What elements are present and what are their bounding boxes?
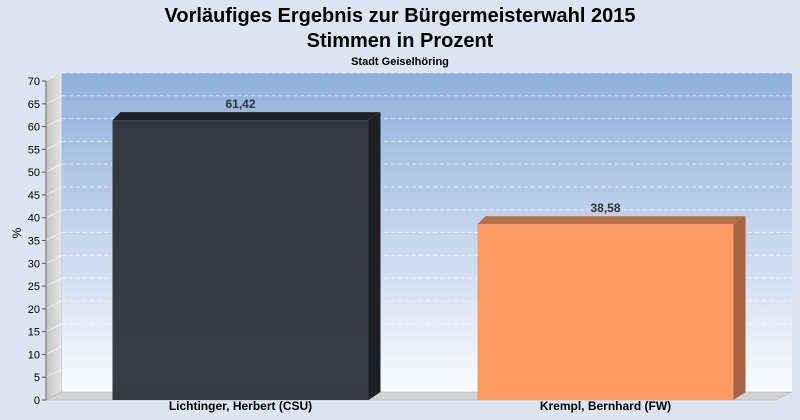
y-tick-label: 0 — [34, 395, 40, 407]
x-category-label: Lichtinger, Herbert (CSU) — [169, 399, 312, 413]
chart-title-line2: Stimmen in Prozent — [307, 30, 494, 52]
y-tick-label: 65 — [28, 99, 40, 111]
y-tick-label: 5 — [34, 372, 40, 384]
y-tick-label: 55 — [28, 144, 40, 156]
bar-top-face — [112, 112, 381, 121]
y-tick-label: 35 — [28, 236, 40, 248]
bar-side-face — [368, 112, 381, 401]
data-label: 61,42 — [225, 97, 255, 111]
y-tick-label: 25 — [28, 281, 40, 293]
x-category-label: Krempl, Bernhard (FW) — [540, 399, 671, 413]
y-axis-label: % — [10, 227, 24, 238]
grid-line-side — [45, 140, 63, 150]
chart-subtitle: Stadt Geiselhöring — [351, 56, 449, 68]
grid-line-side — [45, 118, 63, 128]
y-tick-label: 40 — [28, 213, 40, 225]
grid-line-side — [45, 186, 63, 196]
y-tick-label: 70 — [28, 76, 40, 88]
grid-line-side — [45, 95, 63, 105]
y-tick-label: 60 — [28, 122, 40, 134]
y-tick-label: 45 — [28, 190, 40, 202]
grid-line-side — [45, 300, 63, 310]
grid-line-side — [45, 277, 63, 287]
bar-side-face — [733, 216, 746, 400]
grid-line-side — [45, 254, 63, 264]
bar-top-face — [477, 216, 746, 225]
grid-line-side — [45, 163, 63, 173]
y-tick-label: 50 — [28, 167, 40, 179]
grid-line-side — [45, 72, 63, 82]
grid-line-side — [45, 368, 63, 378]
chart-title: Vorläufiges Ergebnis zur Bürgermeisterwa… — [165, 5, 636, 27]
grid-line-side — [45, 209, 63, 219]
y-tick-label: 10 — [28, 349, 40, 361]
y-tick-label: 20 — [28, 304, 40, 316]
y-tick-label: 15 — [28, 327, 40, 339]
bar — [112, 120, 369, 401]
y-tick-label: 30 — [28, 258, 40, 270]
data-label: 38,58 — [590, 201, 620, 215]
grid-line-side — [45, 345, 63, 355]
grid-line-side — [45, 232, 63, 241]
grid-line-side — [45, 323, 63, 333]
bar — [477, 224, 734, 400]
